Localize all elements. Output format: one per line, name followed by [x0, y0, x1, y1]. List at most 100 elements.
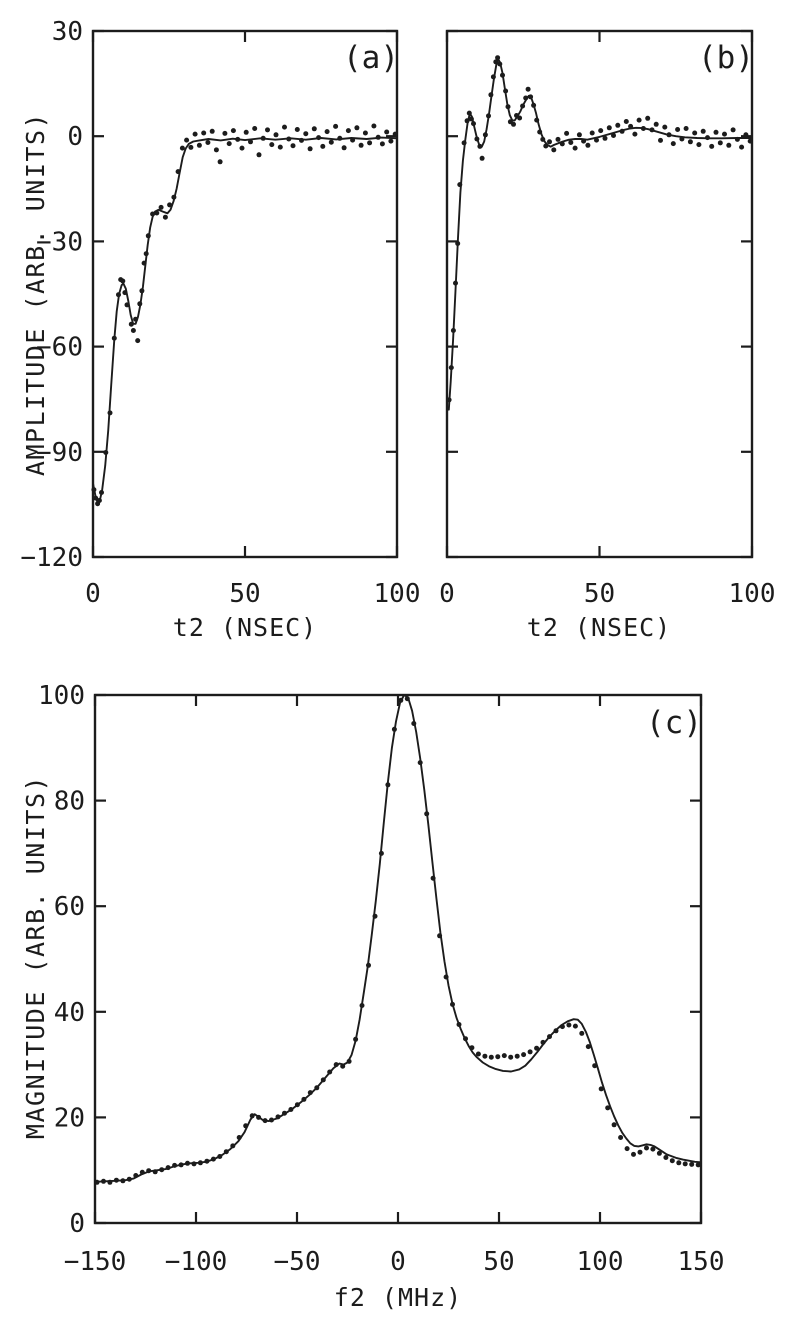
- data-point: [150, 211, 156, 217]
- data-point: [184, 137, 190, 143]
- data-point: [662, 124, 668, 130]
- data-point: [670, 141, 676, 147]
- data-point: [141, 260, 147, 266]
- data-point: [559, 1024, 565, 1030]
- data-point: [192, 131, 198, 137]
- data-point: [303, 131, 309, 137]
- data-point: [256, 152, 262, 158]
- data-point: [316, 135, 322, 141]
- data-point: [96, 498, 102, 503]
- data-point: [122, 290, 128, 296]
- data-point: [392, 131, 398, 137]
- data-point: [656, 1150, 662, 1156]
- data-point: [547, 1034, 552, 1040]
- data-point: [585, 142, 591, 148]
- data-point: [488, 92, 494, 98]
- data-point: [367, 140, 373, 146]
- x-tick-label: 0: [390, 1247, 406, 1277]
- data-point: [517, 115, 523, 121]
- panel-letter: (b): [698, 40, 754, 76]
- plot-border: [445, 29, 754, 559]
- data-point: [705, 135, 710, 141]
- data-point: [236, 1135, 242, 1140]
- data-point: [307, 1090, 313, 1096]
- data-point: [277, 144, 283, 150]
- data-point: [521, 1052, 527, 1058]
- data-point: [553, 1028, 559, 1034]
- data-point: [120, 1178, 126, 1184]
- measured-points: [446, 55, 753, 403]
- data-point: [204, 1158, 210, 1164]
- data-point: [479, 155, 485, 161]
- x-tick-label: 0: [85, 579, 101, 609]
- data-point: [226, 141, 232, 147]
- y-tick-label: 0: [67, 122, 83, 152]
- data-point: [209, 128, 215, 134]
- data-point: [628, 123, 634, 129]
- data-point: [488, 1054, 494, 1060]
- x-axis-title: t2 (NSEC): [173, 613, 317, 642]
- data-point: [172, 1162, 178, 1168]
- data-point: [474, 136, 480, 142]
- data-point: [239, 145, 245, 151]
- data-point: [275, 1114, 281, 1120]
- data-point: [598, 128, 604, 134]
- fit-line: [447, 58, 753, 411]
- data-point: [290, 143, 296, 149]
- data-point: [146, 1168, 152, 1174]
- panel-b: 0 50 100 t2 (NSEC) (b): [439, 29, 775, 642]
- data-point: [443, 974, 449, 980]
- data-point: [260, 135, 266, 141]
- data-point: [282, 1110, 287, 1116]
- data-point: [619, 128, 625, 134]
- data-point: [248, 139, 253, 145]
- data-point: [379, 141, 385, 147]
- data-point: [490, 74, 496, 80]
- y-tick-label: 80: [54, 787, 85, 817]
- data-point: [362, 130, 368, 136]
- data-point: [456, 1022, 462, 1027]
- data-point: [333, 123, 339, 129]
- data-point: [611, 1122, 617, 1128]
- data-point: [543, 143, 549, 149]
- data-point: [692, 130, 698, 136]
- data-point: [551, 147, 557, 153]
- data-point: [282, 124, 287, 130]
- data-point: [133, 316, 139, 322]
- data-point: [124, 302, 130, 308]
- x-tick-label: 50: [229, 579, 260, 609]
- data-point: [262, 1118, 268, 1124]
- data-point: [501, 1053, 507, 1059]
- data-point: [717, 140, 723, 146]
- data-point: [139, 288, 145, 294]
- data-point: [103, 450, 109, 455]
- y-tick-label: −90: [36, 438, 83, 468]
- y-tick-label: 30: [52, 17, 83, 47]
- data-point: [223, 1149, 229, 1155]
- data-point: [566, 1022, 572, 1028]
- data-point: [205, 140, 211, 145]
- x-tick-label: −100: [165, 1247, 228, 1277]
- data-point: [666, 132, 672, 138]
- data-point: [154, 210, 160, 216]
- data-point: [743, 132, 749, 138]
- data-point: [475, 1051, 481, 1057]
- data-point: [482, 1053, 488, 1059]
- data-point: [175, 169, 181, 175]
- fit-line: [92, 136, 398, 504]
- data-point: [113, 1177, 119, 1183]
- data-point: [210, 1156, 216, 1162]
- data-point: [658, 137, 663, 143]
- panel-letter: (c): [646, 705, 702, 741]
- data-point: [430, 875, 436, 881]
- data-point: [525, 86, 531, 92]
- data-point: [311, 126, 317, 132]
- data-point: [116, 292, 121, 298]
- data-point: [333, 1062, 339, 1068]
- data-point: [378, 850, 384, 856]
- data-point: [404, 696, 410, 702]
- data-point: [453, 280, 458, 286]
- data-point: [649, 127, 655, 133]
- data-point: [191, 1161, 197, 1167]
